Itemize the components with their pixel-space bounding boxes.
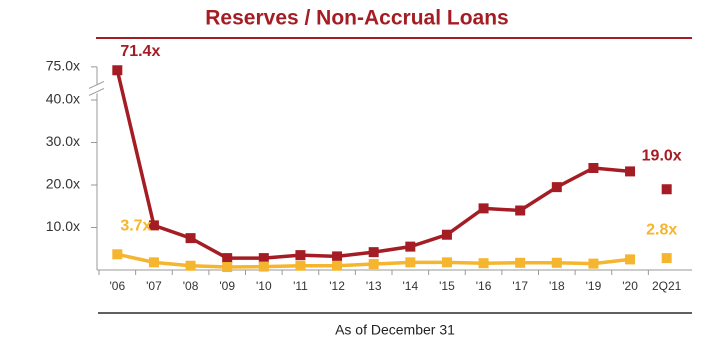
series-marker (588, 258, 599, 269)
series-marker (625, 166, 636, 177)
value-label: 2.8x (646, 221, 677, 238)
series-marker (185, 260, 196, 271)
series-marker (222, 262, 233, 273)
x-tick-label: '15 (439, 279, 455, 293)
value-label: 19.0x (642, 147, 682, 164)
value-label: 3.7x (120, 217, 151, 234)
y-tick-label: 40.0x (46, 91, 80, 107)
series-marker (661, 184, 672, 195)
axis-break-mark (88, 87, 105, 96)
axis-break (88, 85, 106, 94)
x-tick-label: '19 (586, 279, 602, 293)
series-line (115, 69, 631, 260)
series-marker (332, 251, 343, 262)
series-marker (478, 203, 489, 214)
series-marker (405, 257, 416, 268)
chart-title: Reserves / Non-Accrual Loans (205, 7, 508, 30)
x-tick-label: '09 (219, 279, 235, 293)
series-marker (148, 220, 159, 231)
x-axis-label: As of December 31 (335, 322, 455, 338)
series-marker (661, 253, 672, 264)
series-marker (258, 261, 269, 272)
x-tick-label: '17 (512, 279, 528, 293)
series-marker (551, 182, 562, 193)
x-tick-label: '14 (402, 279, 418, 293)
series-marker (515, 257, 526, 268)
series-marker (405, 241, 416, 252)
x-tick-label: '06 (109, 279, 125, 293)
series-marker (368, 247, 379, 258)
series-marker (185, 233, 196, 244)
series-marker (441, 257, 452, 268)
series-marker (222, 253, 233, 264)
x-tick-label: '18 (549, 279, 565, 293)
series-marker (515, 205, 526, 216)
x-tick-label: 2Q21 (652, 279, 682, 293)
y-tick-label: 20.0x (46, 176, 80, 192)
series-marker (551, 257, 562, 268)
series-marker (588, 163, 599, 173)
series-marker (625, 254, 636, 265)
series-marker (112, 65, 123, 76)
series-marker (295, 250, 306, 261)
value-label: 71.4x (120, 43, 160, 60)
axis-break-mark (88, 80, 105, 89)
series-marker (478, 258, 489, 269)
series-marker (295, 260, 306, 271)
x-tick-label: '10 (256, 279, 272, 293)
x-tick-label: '13 (366, 279, 382, 293)
y-tick-label: 75.0x (46, 58, 80, 74)
x-tick-label: '08 (183, 279, 199, 293)
y-tick-label: 30.0x (46, 133, 80, 149)
series-marker (441, 229, 452, 240)
y-tick-label: 10.0x (46, 218, 80, 234)
x-tick-label: '11 (293, 279, 308, 293)
series-marker (112, 249, 123, 260)
series-marker (258, 253, 269, 264)
x-tick-label: '20 (622, 279, 638, 293)
x-tick-label: '12 (329, 279, 345, 293)
x-tick-label: '07 (146, 279, 162, 293)
series-marker (148, 257, 159, 268)
x-tick-label: '16 (476, 279, 492, 293)
series-marker (368, 259, 379, 270)
series-marker (332, 260, 343, 271)
